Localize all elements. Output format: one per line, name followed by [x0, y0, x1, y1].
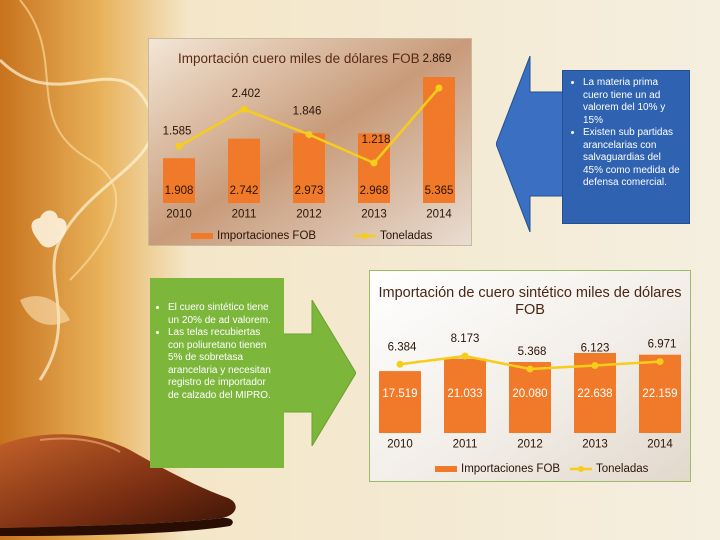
arrow-left-icon [496, 56, 568, 232]
leather-tariff-note: La materia prima cuero tiene un ad valor… [562, 70, 690, 224]
line-label: 6.971 [648, 339, 677, 351]
arrow-right-icon [282, 300, 356, 446]
line-point [435, 84, 443, 92]
bar-label: 22.638 [577, 388, 612, 400]
synthetic-leather-import-chart: Importación de cuero sintético miles de … [369, 270, 691, 482]
legend-swatch-bar [435, 466, 457, 472]
legend-label: Toneladas [596, 463, 649, 475]
note-item: Las telas recubiertas con poliuretano ti… [168, 327, 278, 402]
x-tick-label: 2010 [166, 209, 192, 221]
chart-title-line-1: Importación de cuero sintético miles de … [378, 285, 681, 301]
bar-2014 [423, 77, 455, 203]
flower-decoration [31, 210, 67, 248]
shoe-image [0, 434, 236, 536]
bar-2013 [358, 133, 390, 203]
line-label: 2.402 [232, 88, 261, 100]
x-tick-label: 2011 [453, 439, 478, 451]
line-point [240, 105, 248, 113]
leather-import-chart: Importación cuero miles de dólares FOB 1… [148, 38, 472, 246]
line-point [370, 159, 378, 167]
note-item: El cuero sintético tiene un 20% de ad va… [168, 302, 278, 327]
bar-label: 17.519 [382, 388, 417, 400]
line-label: 1.585 [163, 125, 192, 137]
bar-label: 20.080 [512, 388, 547, 400]
bar-2010 [379, 371, 421, 433]
chart-title: Importación cuero miles de dólares FOB [178, 51, 420, 66]
line-label: 6.384 [388, 341, 417, 353]
x-tick-label: 2012 [296, 209, 322, 221]
line-point [591, 362, 599, 370]
bar-label: 22.159 [642, 388, 677, 400]
bar-2012 [293, 133, 325, 203]
line-label: 8.173 [451, 333, 480, 345]
note-item: Existen sub partidas arancelarias con sa… [583, 127, 683, 190]
line-point [396, 360, 404, 368]
bar-2012 [509, 362, 551, 433]
note-item: La materia prima cuero tiene un ad valor… [583, 77, 683, 127]
bar-label: 2.742 [230, 185, 259, 197]
line-point [656, 358, 664, 366]
line-label: 1.846 [293, 105, 322, 117]
x-tick-label: 2013 [582, 439, 608, 451]
bar-2011 [228, 138, 260, 203]
x-tick-label: 2014 [647, 439, 673, 451]
legend-label: Importaciones FOB [461, 463, 560, 475]
x-tick-label: 2010 [387, 439, 413, 451]
line-point [461, 352, 469, 360]
x-tick-label: 2013 [361, 209, 387, 221]
synthetic-tariff-note: El cuero sintético tiene un 20% de ad va… [150, 278, 284, 468]
line-point [175, 142, 183, 150]
bar-2011 [444, 358, 486, 433]
bar-2014 [639, 354, 681, 433]
legend-label: Importaciones FOB [217, 230, 316, 242]
bar-label: 1.908 [165, 185, 194, 197]
x-tick-label: 2014 [426, 209, 452, 221]
swirl-decoration-2 [19, 0, 118, 281]
bar-label: 2.968 [360, 185, 389, 197]
bar-label: 21.033 [447, 388, 482, 400]
x-tick-label: 2012 [517, 439, 543, 451]
line-point [526, 365, 534, 373]
x-tick-label: 2011 [232, 209, 257, 221]
legend-swatch-marker [362, 233, 368, 239]
line-point [305, 130, 313, 138]
bar-label: 2.973 [295, 185, 324, 197]
legend-swatch-bar [191, 233, 213, 239]
swirl-decoration [0, 58, 155, 381]
bar-label: 5.365 [425, 185, 454, 197]
legend-swatch-marker [578, 466, 584, 472]
line-label: 6.123 [581, 343, 610, 355]
line-label: 2.869 [423, 53, 452, 65]
line-label: 5.368 [518, 346, 547, 358]
chart-title-line-2: FOB [515, 302, 545, 318]
bar-2010 [163, 158, 195, 203]
line-label: 1.218 [362, 134, 391, 146]
legend-label: Toneladas [380, 230, 433, 242]
